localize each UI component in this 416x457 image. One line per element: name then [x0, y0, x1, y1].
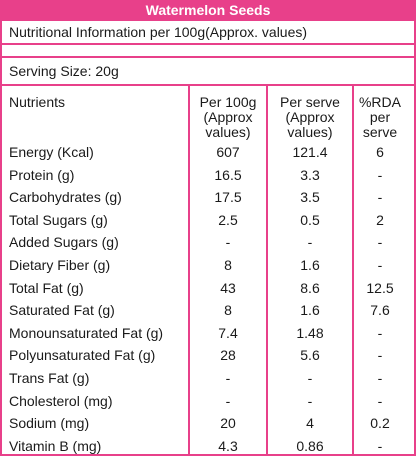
nutrient-name: Carbohydrates (g): [9, 186, 122, 208]
rda-value: -: [354, 186, 406, 208]
header-line: per: [354, 110, 406, 125]
per-serve-value: -: [268, 390, 352, 412]
per-serve-value: 8.6: [268, 277, 352, 299]
per-serve-value: 3.5: [268, 186, 352, 208]
product-title: Watermelon Seeds: [0, 0, 416, 21]
header-line: Per serve: [268, 95, 352, 110]
table-row: Added Sugars (g)---: [0, 231, 416, 253]
per-100g-value: 4.3: [190, 435, 266, 457]
rda-value: -: [354, 322, 406, 344]
per-100g-value: -: [190, 367, 266, 389]
nutrient-name: Energy (Kcal): [9, 141, 94, 163]
nutrient-name: Monounsaturated Fat (g): [9, 322, 163, 344]
nutrient-name: Cholesterol (mg): [9, 390, 112, 412]
per-serve-value: 1.6: [268, 254, 352, 276]
header-line: Per 100g: [190, 95, 266, 110]
nutrient-name: Added Sugars (g): [9, 231, 119, 253]
nutrient-name: Vitamin B (mg): [9, 435, 101, 457]
per-100g-value: 28: [190, 344, 266, 366]
nutrient-name: Sodium (mg): [9, 412, 89, 434]
nutrient-name: Total Fat (g): [9, 277, 84, 299]
per-serve-value: 121.4: [268, 141, 352, 163]
per-100g-value: -: [190, 231, 266, 253]
rda-value: -: [354, 231, 406, 253]
rda-value: 6: [354, 141, 406, 163]
header-line: serve: [354, 125, 406, 140]
per-serve-value: 3.3: [268, 164, 352, 186]
rda-value: 0.2: [354, 412, 406, 434]
per-serve-value: 4: [268, 412, 352, 434]
rda-value: -: [354, 344, 406, 366]
per-serve-value: 1.48: [268, 322, 352, 344]
per-serve-value: -: [268, 231, 352, 253]
per-serve-value: 0.5: [268, 209, 352, 231]
header-line: values): [268, 125, 352, 140]
per-100g-value: 607: [190, 141, 266, 163]
per-100g-value: 17.5: [190, 186, 266, 208]
nutrition-info-caption: Nutritional Information per 100g(Approx.…: [0, 21, 416, 45]
table-row: Cholesterol (mg)---: [0, 390, 416, 412]
nutrient-name: Protein (g): [9, 164, 74, 186]
per-100g-value: 8: [190, 254, 266, 276]
per-100g-value: -: [190, 390, 266, 412]
per-100g-value: 43: [190, 277, 266, 299]
nutrient-name: Total Sugars (g): [9, 209, 108, 231]
rda-value: -: [354, 164, 406, 186]
nutrient-name: Saturated Fat (g): [9, 299, 115, 321]
rda-value: -: [354, 254, 406, 276]
rda-value: 7.6: [354, 299, 406, 321]
table-row: Trans Fat (g)---: [0, 367, 416, 389]
per-serve-value: 5.6: [268, 344, 352, 366]
header-line: (Approx: [268, 110, 352, 125]
rda-value: -: [354, 435, 406, 457]
header-line: (Approx: [190, 110, 266, 125]
per-100g-value: 8: [190, 299, 266, 321]
per-100g-value: 7.4: [190, 322, 266, 344]
nutrient-name: Trans Fat (g): [9, 367, 89, 389]
header-per-serve: Per serve (Approx values): [268, 95, 352, 140]
header-line: %RDA: [354, 95, 406, 110]
header-rda: %RDA per serve: [354, 95, 406, 140]
header-line: values): [190, 125, 266, 140]
rda-value: -: [354, 390, 406, 412]
header-nutrients: Nutrients: [9, 95, 65, 110]
serving-size: Serving Size: 20g: [0, 56, 416, 86]
rda-value: 2: [354, 209, 406, 231]
rda-value: 12.5: [354, 277, 406, 299]
per-100g-value: 20: [190, 412, 266, 434]
per-serve-value: 1.6: [268, 299, 352, 321]
per-100g-value: 2.5: [190, 209, 266, 231]
per-serve-value: 0.86: [268, 435, 352, 457]
header-per-100g: Per 100g (Approx values): [190, 95, 266, 140]
per-serve-value: -: [268, 367, 352, 389]
nutrient-name: Dietary Fiber (g): [9, 254, 110, 276]
rda-value: -: [354, 367, 406, 389]
nutrient-name: Polyunsaturated Fat (g): [9, 344, 155, 366]
per-100g-value: 16.5: [190, 164, 266, 186]
